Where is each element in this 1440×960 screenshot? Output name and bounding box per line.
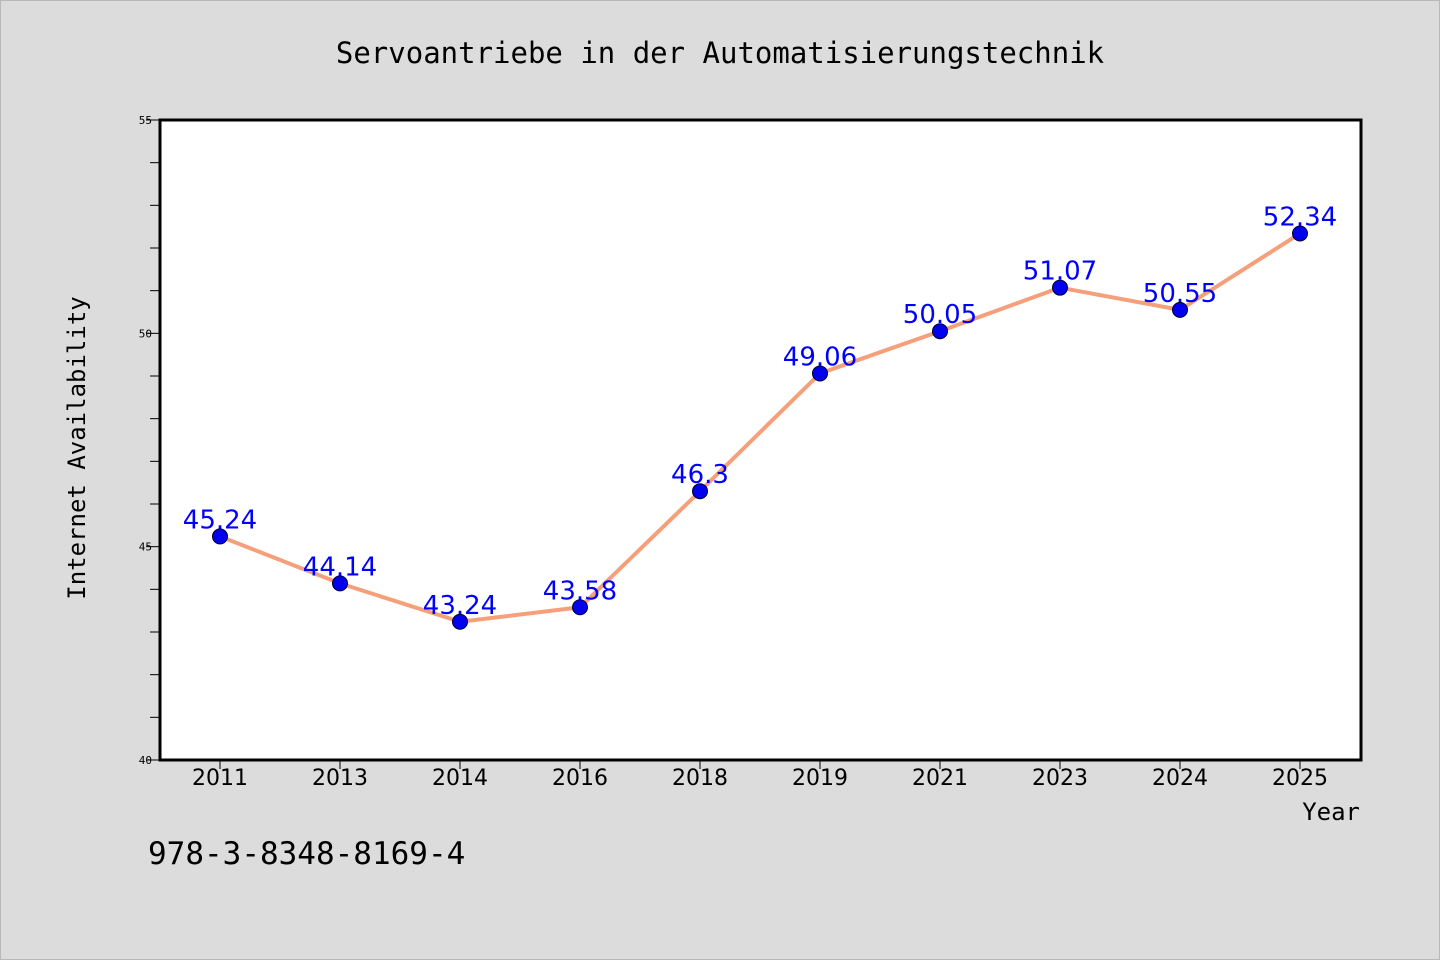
data-label: 46.3: [671, 460, 729, 490]
series-line-group: 45.24 44.14 43.24 43.58 46.3 49.06 50.05 51.07 5…: [183, 202, 1337, 630]
isbn-annotation: 978-3-8348-8169-4: [148, 836, 465, 872]
data-point: [812, 365, 828, 382]
y-tick-label: 45: [139, 541, 152, 554]
x-tick-label: 2013: [312, 766, 368, 791]
y-tick-label: 55: [139, 114, 152, 127]
plot-area: [158, 118, 1363, 762]
y-axis: 40 45 50 55: [139, 114, 160, 767]
x-axis-label: Year: [1302, 798, 1360, 826]
data-point: [1172, 301, 1188, 318]
x-tick-label: 2023: [1032, 766, 1088, 791]
chart-title: Servoantriebe in der Automatisierungstec…: [336, 36, 1105, 70]
x-tick-label: 2016: [552, 766, 608, 791]
y-tick-label: 40: [139, 754, 152, 767]
x-tick-label: 2024: [1152, 766, 1208, 791]
data-label: 43.58: [543, 576, 617, 606]
y-tick-label: 50: [139, 327, 152, 340]
data-label: 50.55: [1143, 279, 1217, 309]
x-tick-label: 2021: [912, 766, 968, 791]
data-point: [1292, 225, 1308, 242]
data-label: 44.14: [303, 552, 377, 582]
data-point: [332, 575, 348, 592]
x-tick-label: 2018: [672, 766, 728, 791]
data-label: 50.05: [903, 300, 977, 330]
data-point: [572, 599, 588, 616]
data-label: 51.07: [1023, 257, 1097, 287]
x-axis: 2011 2013 2014 2016 2018 2019 2021 2023 2024 2025: [192, 760, 1328, 791]
series-line: [218, 231, 1302, 624]
data-point: [932, 323, 948, 340]
x-tick-label: 2025: [1272, 766, 1328, 791]
data-point: [452, 613, 468, 630]
data-label: 43.24: [423, 591, 497, 621]
x-tick-label: 2014: [432, 766, 488, 791]
x-tick-label: 2019: [792, 766, 848, 791]
data-label: 45.24: [183, 505, 257, 535]
data-label: 49.06: [783, 342, 857, 372]
x-tick-label: 2011: [192, 766, 248, 791]
data-point: [692, 483, 708, 500]
data-point: [1052, 279, 1068, 296]
data-label: 52.34: [1263, 202, 1337, 232]
y-axis-label: Internet Availability: [63, 296, 91, 599]
data-point: [212, 528, 228, 545]
